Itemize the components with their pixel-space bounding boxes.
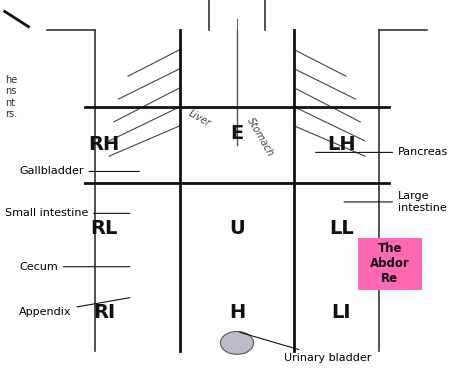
- Text: rs.: rs.: [5, 109, 17, 119]
- Text: LL: LL: [329, 219, 354, 238]
- Text: LH: LH: [327, 135, 356, 154]
- Text: Cecum: Cecum: [19, 262, 130, 272]
- Text: U: U: [229, 219, 245, 238]
- Text: E: E: [230, 124, 244, 143]
- Text: Gallbladder: Gallbladder: [19, 166, 139, 176]
- Text: Large
intestine: Large intestine: [344, 191, 447, 213]
- Text: Urinary bladder: Urinary bladder: [240, 332, 372, 363]
- Text: LI: LI: [331, 303, 351, 322]
- Text: Small intestine: Small intestine: [5, 208, 130, 218]
- Text: he: he: [5, 75, 17, 85]
- Text: RH: RH: [89, 135, 120, 154]
- Text: RI: RI: [93, 303, 115, 322]
- Text: Stomach: Stomach: [246, 116, 276, 158]
- Text: Liver: Liver: [186, 108, 212, 128]
- Text: nt: nt: [5, 98, 15, 108]
- FancyBboxPatch shape: [358, 238, 422, 290]
- Text: Pancreas: Pancreas: [316, 147, 448, 157]
- Text: RL: RL: [91, 219, 118, 238]
- Text: Appendix: Appendix: [19, 298, 130, 317]
- Text: The
Abdor
Re: The Abdor Re: [370, 242, 410, 285]
- Text: ns: ns: [5, 86, 16, 96]
- Ellipse shape: [220, 331, 254, 354]
- Text: H: H: [229, 303, 245, 322]
